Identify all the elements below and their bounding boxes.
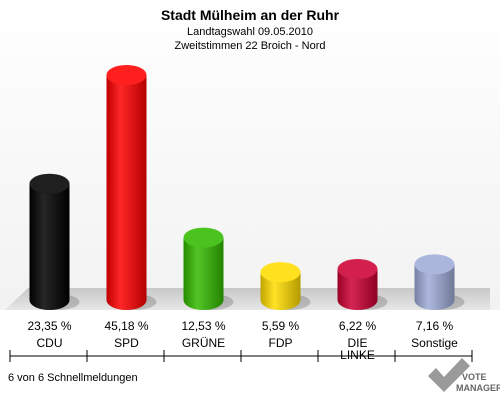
bar-body [183, 237, 224, 310]
plot-background [0, 0, 500, 310]
category-label: Sonstige [411, 336, 458, 350]
chart-subtitle: Landtagswahl 09.05.2010 [187, 26, 313, 38]
category-axis [9, 350, 473, 362]
chart-subtitle-2: Zweitstimmen 22 Broich - Nord [175, 40, 326, 52]
bar-die-linke [337, 259, 388, 310]
value-label: 6,22 % [339, 319, 377, 333]
bar-body [29, 183, 70, 310]
bar-top [260, 262, 301, 283]
value-label: 45,18 % [104, 319, 148, 333]
bar-top [337, 259, 378, 280]
checkmark-icon [428, 358, 470, 392]
bar-spd [106, 65, 157, 310]
bar-top [183, 227, 224, 248]
value-label: 12,53 % [181, 319, 225, 333]
category-label: LINKE [340, 348, 375, 362]
chart-title: Stadt Mülheim an der Ruhr [161, 7, 340, 23]
category-label: FDP [269, 336, 293, 350]
category-label: CDU [37, 336, 63, 350]
bar-gr-ne [183, 227, 234, 310]
bar-body [260, 272, 301, 310]
category-label: DIE [347, 336, 367, 350]
vote-manager-logo: VOTE MANAGER [428, 358, 500, 393]
bar-body [106, 75, 147, 310]
bar-body [414, 264, 455, 310]
bar-body [337, 269, 378, 310]
bar-sonstige [414, 254, 465, 310]
bar-top [106, 65, 147, 85]
bar-fdp [260, 262, 311, 310]
value-label: 23,35 % [27, 319, 71, 333]
value-label: 7,16 % [416, 319, 454, 333]
bar-top [29, 173, 70, 194]
value-label: 5,59 % [262, 319, 300, 333]
category-label: SPD [114, 336, 139, 350]
category-label: GRÜNE [182, 336, 225, 350]
logo-text-manager: MANAGER [456, 383, 500, 393]
bars-group [29, 65, 465, 310]
bar-top [414, 254, 455, 275]
value-labels-group: 23,35 % 45,18 % 12,53 % 5,59 % 6,22 % 7,16 % [27, 319, 453, 333]
footer-status: 6 von 6 Schnellmeldungen [8, 372, 138, 384]
bar-cdu [29, 173, 80, 310]
logo-text-vote: VOTE [462, 372, 487, 382]
